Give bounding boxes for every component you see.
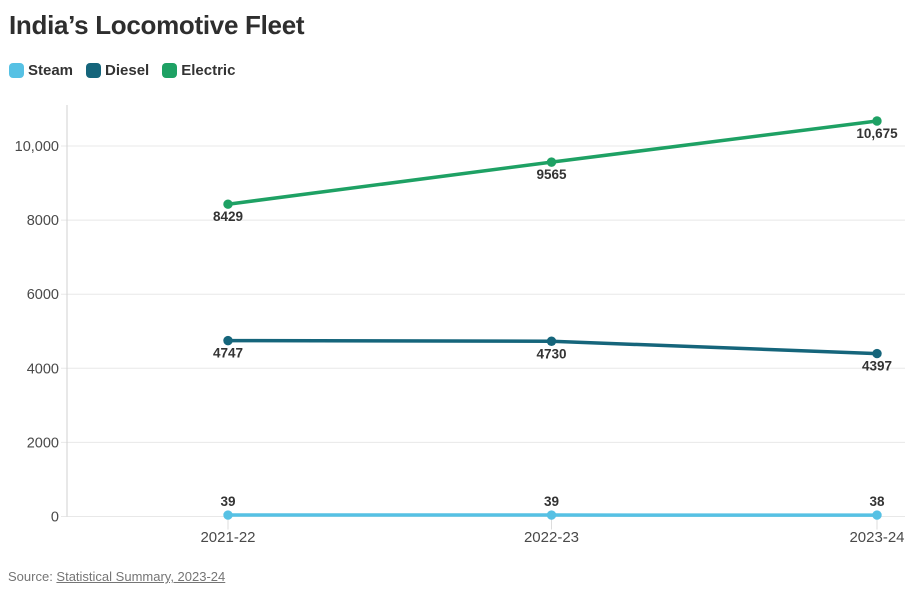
x-tick-label: 2023-24: [849, 529, 904, 546]
source-line: Source: Statistical Summary, 2023-24: [8, 569, 225, 584]
data-point-steam: [223, 510, 233, 520]
legend-label: Diesel: [105, 62, 150, 79]
data-value-label: 8429: [213, 209, 243, 224]
data-point-electric: [872, 116, 882, 126]
y-tick-label: 4000: [27, 361, 59, 377]
x-tick-label: 2022-23: [524, 529, 579, 546]
data-value-label: 38: [869, 494, 885, 509]
data-value-label: 39: [544, 494, 559, 509]
legend-item-electric: Electric: [162, 62, 235, 79]
data-point-electric: [546, 157, 557, 167]
legend-label: Electric: [181, 62, 236, 79]
chart-title: India’s Locomotive Fleet: [9, 10, 305, 40]
data-point-diesel: [546, 336, 557, 346]
legend-label: Steam: [28, 62, 74, 79]
data-point-steam: [546, 510, 557, 520]
legend-swatch-icon: [162, 63, 178, 78]
data-point-steam: [872, 510, 882, 520]
legend-swatch-icon: [9, 63, 24, 78]
data-point-diesel: [223, 335, 233, 346]
data-point-electric: [223, 199, 233, 209]
data-value-label: 4730: [536, 346, 566, 361]
legend-swatch-icon: [86, 63, 102, 78]
data-point-diesel: [872, 348, 882, 359]
y-tick-label: 6000: [27, 287, 59, 303]
data-value-label: 4397: [862, 359, 892, 374]
y-tick-label: 10,000: [15, 139, 59, 155]
data-value-label: 39: [220, 494, 235, 509]
legend-item-steam: Steam: [9, 62, 73, 79]
legend-item-diesel: Diesel: [86, 62, 149, 79]
source-label: Source:: [8, 569, 57, 584]
y-tick-label: 0: [51, 510, 59, 526]
x-tick-label: 2021-22: [200, 529, 255, 546]
y-tick-label: 2000: [27, 435, 59, 451]
data-value-label: 9565: [536, 167, 567, 182]
legend: Steam Diesel Electric: [9, 62, 235, 79]
source-link[interactable]: Statistical Summary, 2023-24: [56, 569, 226, 584]
data-value-label: 10,675: [856, 126, 898, 141]
data-value-label: 4747: [213, 346, 243, 361]
y-tick-label: 8000: [27, 213, 59, 229]
